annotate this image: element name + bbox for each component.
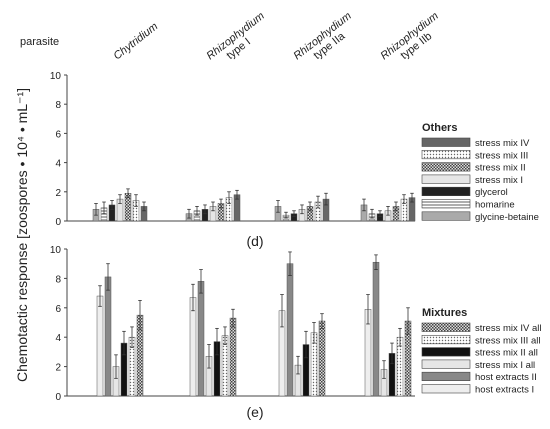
legend-label-stress-mix-iv: stress mix IV [475, 138, 530, 149]
panel-label-e: (e) [246, 404, 263, 420]
legend-label-homarine: homarine [475, 200, 515, 211]
y-tick-label-d: 2 [55, 188, 61, 199]
category-label: Chytridium [111, 21, 160, 63]
bar-e-stress-mix-iv-all [318, 320, 326, 397]
y-tick-label-d: 4 [55, 159, 61, 170]
legend-swatch-stress-mix-iv-all [421, 322, 471, 332]
legend-title-mixtures: Mixtures [422, 307, 467, 319]
legend-title-others: Others [422, 122, 457, 134]
bar-e-host-extracts-i [189, 297, 197, 397]
legend-swatch-stress-mix-i [421, 174, 471, 184]
legend-swatch-homarine [421, 199, 471, 209]
bar-e-host-extracts-ii [104, 276, 112, 397]
bar-e-host-extracts-i [96, 295, 104, 397]
legend-label-host-extracts-ii: host extracts II [475, 372, 537, 383]
legend-swatch-glycerol [421, 186, 471, 196]
legend-swatch-stress-mix-ii [421, 162, 471, 172]
legend-swatch-host-extracts-i [421, 384, 471, 394]
legend-swatch-stress-mix-iii-all [421, 334, 471, 345]
y-tick-label-d: 10 [50, 71, 62, 82]
y-tick-label-e: 6 [55, 304, 61, 315]
y-tick-label-e: 10 [50, 245, 62, 256]
y-tick-label-d: 6 [55, 129, 61, 140]
y-tick-label-d: 0 [55, 217, 61, 228]
legend-swatch-stress-mix-iv [421, 137, 471, 147]
legend-label-stress-mix-ii-all: stress mix II all [475, 348, 538, 359]
legend-swatch-host-extracts-ii [421, 371, 471, 382]
bar-e-stress-mix-iv-all [229, 317, 237, 397]
legend-swatch-stress-mix-ii-all [421, 347, 471, 357]
y-tick-label-e: 8 [55, 274, 61, 285]
y-tick-label-d: 8 [55, 100, 61, 111]
legend-label-stress-mix-iii-all: stress mix III all [475, 335, 540, 346]
y-tick-label-e: 0 [55, 392, 61, 403]
bar-e-host-extracts-ii [372, 261, 380, 397]
group-header: parasite [20, 36, 59, 48]
legend-label-stress-mix-iii: stress mix III [475, 150, 528, 161]
y-axis-label: Chemotactic response [zoospores • 10⁴ • … [14, 88, 30, 382]
legend-label-stress-mix-ii: stress mix II [475, 163, 526, 174]
legend-label-host-extracts-i: host extracts I [475, 385, 534, 396]
panel-e: 0 2 4 6 8 10 [50, 245, 415, 403]
panel-d: 0 2 4 6 8 10 [50, 71, 416, 228]
y-tick-label-e: 4 [55, 333, 61, 344]
bar-e-host-extracts-ii [197, 281, 205, 397]
legend-label-glycine-betaine: glycine-betaine [475, 212, 539, 223]
legend-label-stress-mix-iv-all: stress mix IV all [475, 323, 542, 334]
legend-label-stress-mix-i: stress mix I [475, 175, 523, 186]
legend-swatch-stress-mix-i-all [421, 359, 471, 369]
legend-label-stress-mix-i-all: stress mix I all [475, 360, 535, 371]
y-tick-label-e: 2 [55, 363, 61, 374]
category-label-line: Chytridium [111, 21, 160, 63]
legend-swatch-glycine-betaine [421, 211, 471, 221]
legend-swatch-stress-mix-iii [421, 150, 471, 160]
legend-label-glycerol: glycerol [475, 187, 508, 198]
bar-e-host-extracts-ii [286, 263, 294, 397]
panel-label-d: (d) [246, 233, 263, 249]
